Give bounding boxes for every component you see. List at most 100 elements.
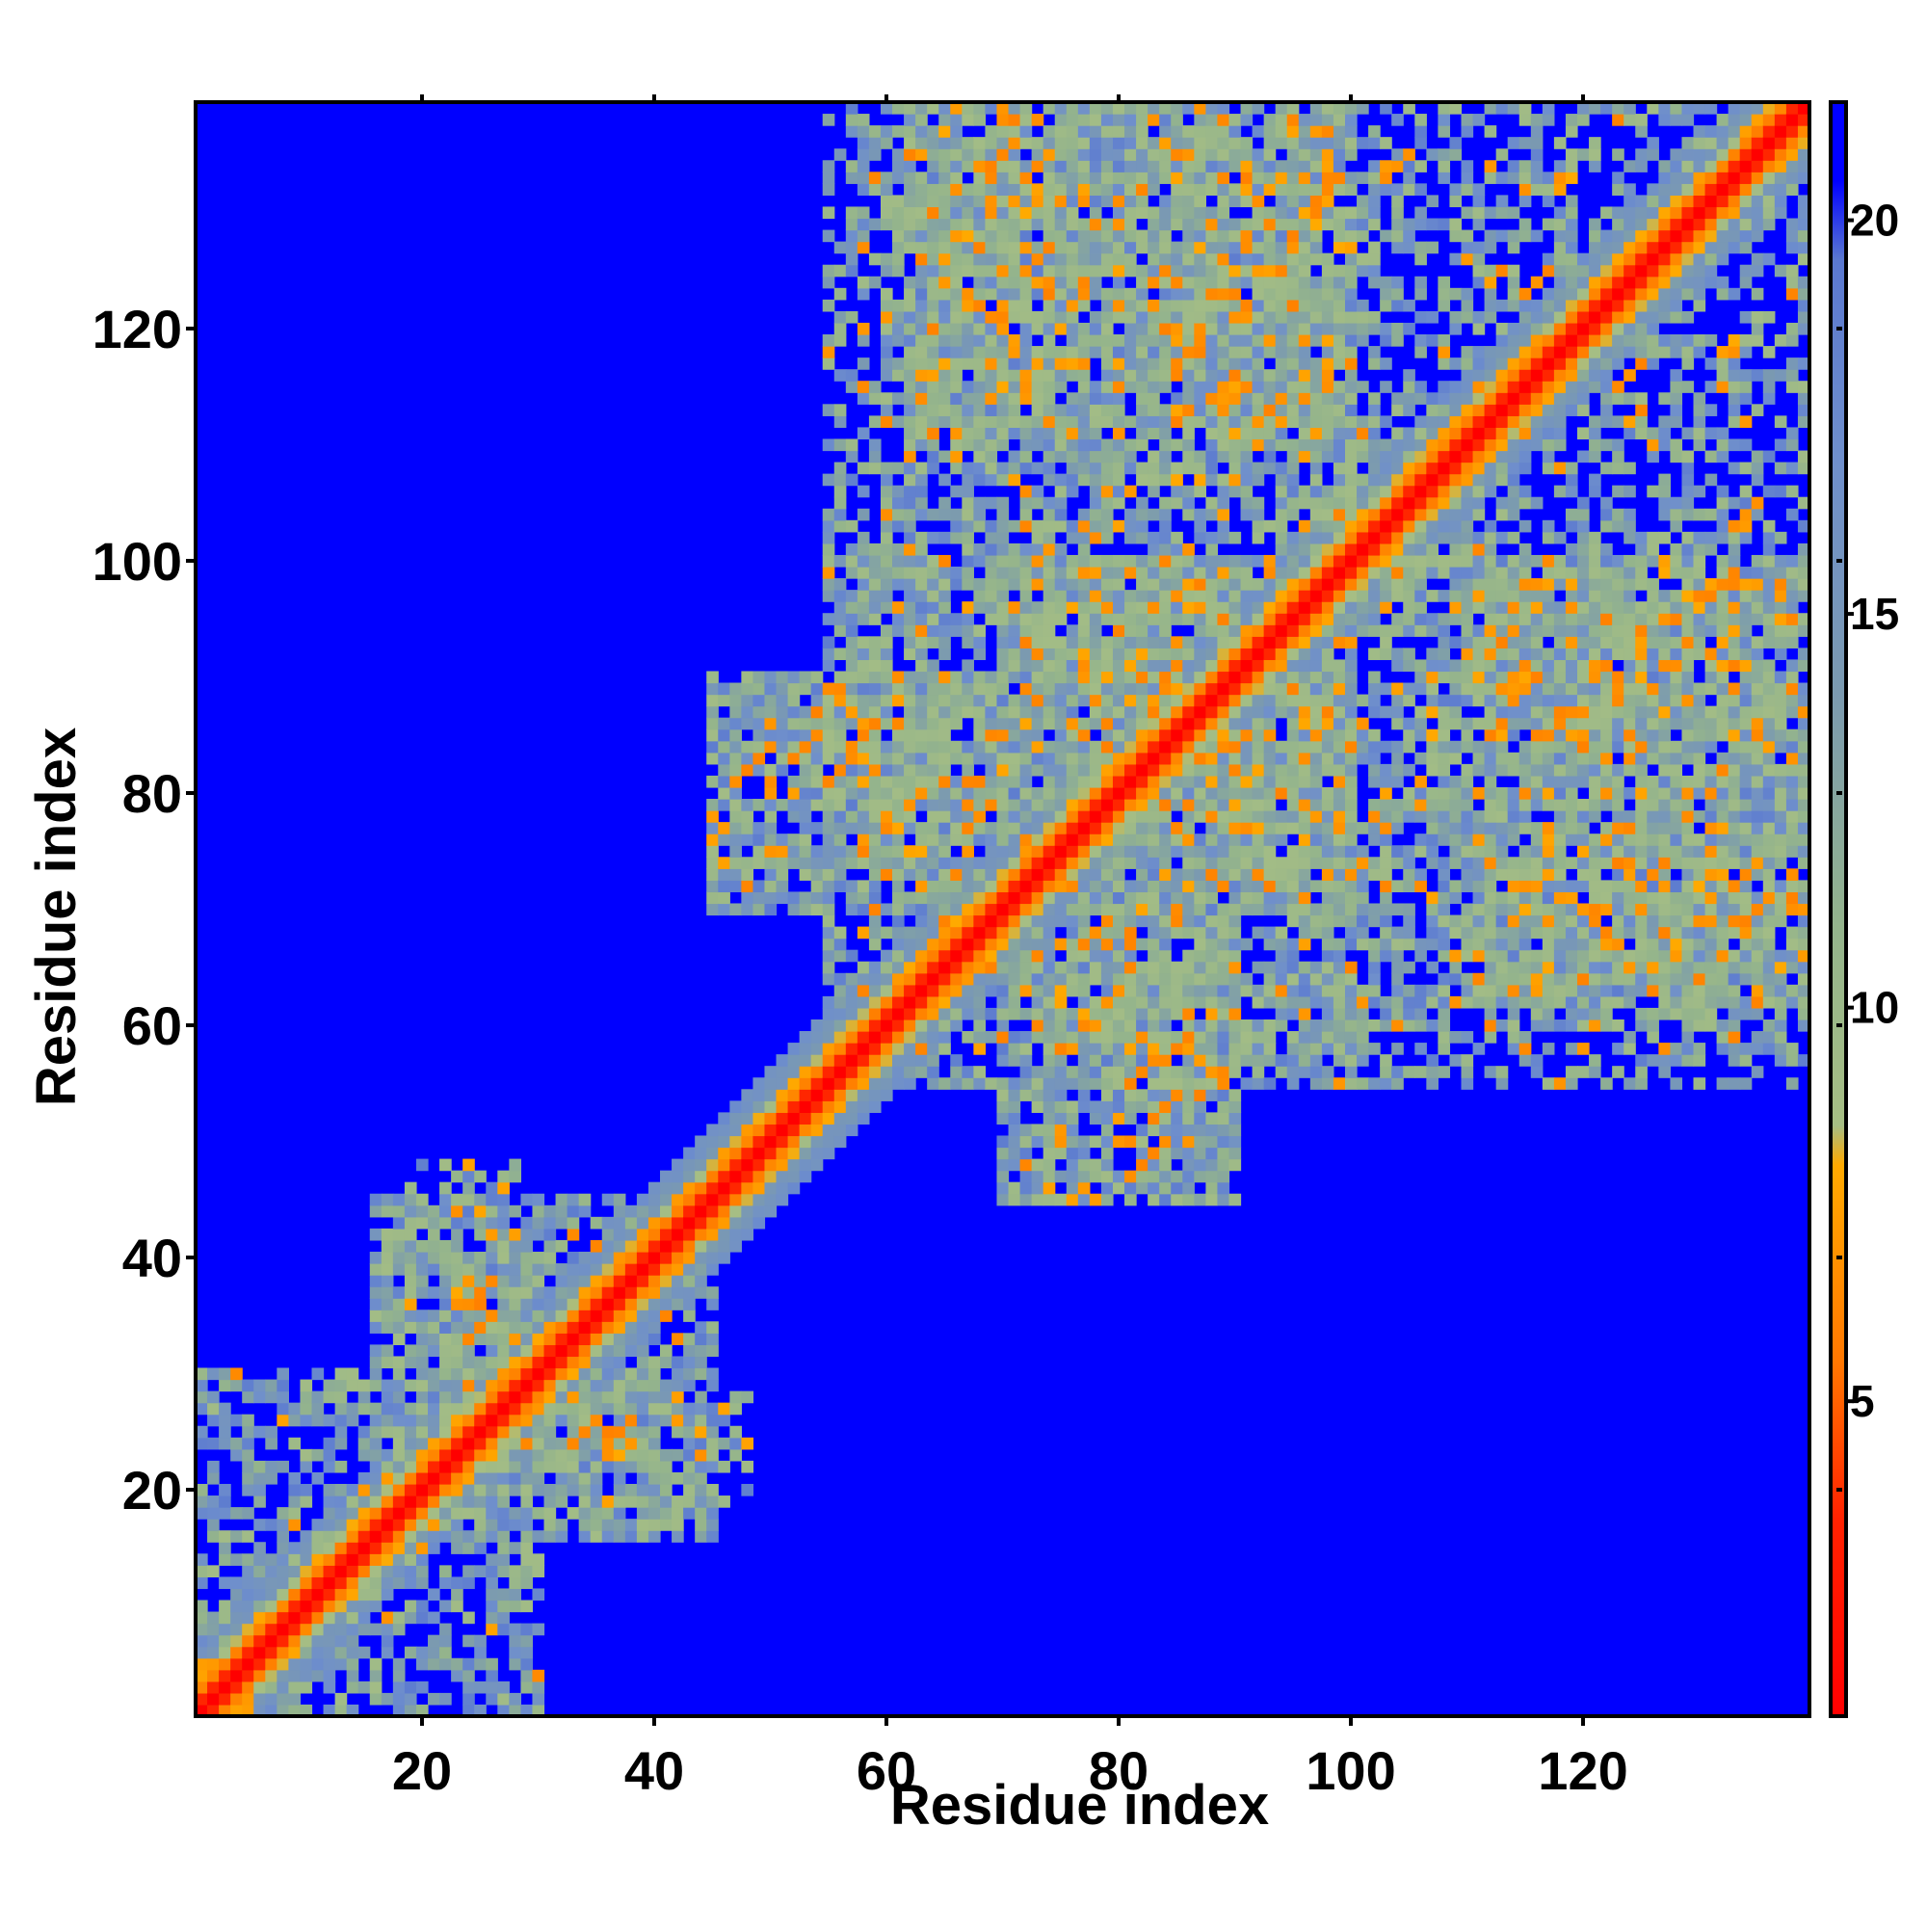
heatmap-cell: [1148, 972, 1160, 986]
heatmap-cell: [1077, 868, 1091, 881]
heatmap-cell: [1112, 578, 1125, 591]
heatmap-cell: [346, 1611, 359, 1625]
heatmap-cell: [1240, 624, 1254, 637]
heatmap-cell: [996, 252, 1010, 266]
heatmap-cell: [938, 578, 951, 591]
heatmap-cell: [741, 1124, 754, 1137]
heatmap-cell: [845, 1089, 858, 1101]
heatmap-cell: [1124, 1043, 1137, 1055]
heatmap-cell: [323, 1542, 336, 1554]
heatmap-cell: [1148, 1112, 1160, 1125]
heatmap-cell: [1019, 590, 1033, 602]
heatmap-cell: [590, 1437, 603, 1450]
heatmap-cell: [1112, 1100, 1125, 1113]
heatmap-cell: [1112, 775, 1125, 788]
heatmap-cell: [230, 1379, 243, 1392]
heatmap-cell: [1066, 775, 1079, 788]
heatmap-cell: [776, 1054, 789, 1067]
heatmap-cell: [1205, 845, 1219, 858]
heatmap-cell: [253, 1495, 266, 1508]
heatmap-cell: [439, 1158, 452, 1172]
heatmap-cell: [1019, 567, 1033, 579]
heatmap-cell: [1205, 137, 1219, 149]
heatmap-cell: [1205, 1147, 1219, 1160]
heatmap-cell: [1298, 322, 1311, 335]
heatmap-cell: [1182, 659, 1195, 673]
heatmap-cell: [636, 1321, 649, 1334]
heatmap-cell: [938, 810, 951, 823]
heatmap-cell: [300, 1669, 313, 1682]
heatmap-cell: [729, 1170, 742, 1183]
heatmap-cell: [799, 891, 812, 905]
heatmap-cell: [1205, 1089, 1219, 1101]
heatmap-cell: [509, 1333, 522, 1345]
heatmap-cell: [357, 1390, 371, 1404]
heatmap-cell: [857, 183, 870, 196]
heatmap-cell: [1171, 252, 1183, 266]
heatmap-cell: [787, 786, 801, 800]
heatmap-cell: [950, 427, 963, 440]
heatmap-cell: [927, 728, 939, 742]
heatmap-cell: [1252, 880, 1265, 893]
heatmap-cell: [1252, 241, 1265, 254]
heatmap-cell: [857, 578, 870, 591]
heatmap-cell: [1136, 334, 1148, 347]
heatmap-cell: [1112, 659, 1125, 673]
heatmap-cell: [904, 636, 916, 648]
heatmap-cell: [1019, 1031, 1033, 1044]
heatmap-cell: [1194, 252, 1206, 266]
heatmap-cell: [1031, 984, 1044, 997]
heatmap-cell: [973, 172, 987, 184]
heatmap-cell: [567, 1310, 580, 1322]
heatmap-cell: [1019, 102, 1033, 115]
heatmap-cell: [474, 1448, 487, 1462]
heatmap-cell: [1136, 473, 1148, 487]
heatmap-cell: [346, 1646, 359, 1659]
heatmap-cell: [1228, 775, 1242, 788]
heatmap-cell: [1252, 705, 1265, 719]
heatmap-cell: [1217, 148, 1230, 161]
heatmap-cell: [1159, 125, 1172, 138]
heatmap-cell: [904, 218, 916, 231]
heatmap-cell: [729, 728, 742, 742]
heatmap-cell: [741, 1170, 754, 1183]
heatmap-cell: [1019, 241, 1033, 254]
heatmap-cell: [857, 137, 870, 149]
heatmap-cell: [196, 1576, 208, 1590]
heatmap-cell: [1148, 310, 1160, 324]
heatmap-cell: [439, 1576, 452, 1590]
heatmap-cell: [660, 1344, 673, 1358]
heatmap-cell: [1252, 148, 1265, 161]
heatmap-cell: [683, 1483, 696, 1496]
heatmap-cell: [404, 1402, 417, 1416]
heatmap-cell: [300, 1634, 313, 1648]
heatmap-cell: [1100, 392, 1114, 405]
heatmap-cell: [1182, 949, 1195, 963]
heatmap-cell: [1228, 334, 1242, 347]
heatmap-cell: [1100, 1007, 1114, 1020]
heatmap-cell: [1031, 392, 1044, 405]
heatmap-cell: [938, 822, 951, 834]
heatmap-cell: [1136, 891, 1148, 905]
heatmap-cell: [1205, 102, 1219, 115]
heatmap-cell: [973, 728, 987, 742]
heatmap-cell: [996, 206, 1010, 220]
heatmap-cell: [462, 1576, 475, 1590]
heatmap-cell: [1240, 659, 1254, 673]
heatmap-cell: [1171, 763, 1183, 777]
heatmap-cell: [219, 1483, 231, 1496]
heatmap-cell: [381, 1193, 394, 1206]
heatmap-cell: [334, 1519, 348, 1531]
heatmap-cell: [590, 1460, 603, 1473]
heatmap-cell: [1217, 961, 1230, 974]
heatmap-cell: [810, 1066, 824, 1078]
heatmap-cell: [1194, 705, 1206, 719]
heatmap-cell: [833, 880, 847, 893]
heatmap-cell: [822, 334, 835, 347]
heatmap-cell: [439, 1530, 452, 1543]
heatmap-cell: [1205, 229, 1219, 243]
heatmap-cell: [880, 903, 893, 916]
heatmap-cell: [845, 671, 858, 684]
heatmap-cell: [1008, 381, 1021, 393]
heatmap-cell: [973, 601, 987, 614]
